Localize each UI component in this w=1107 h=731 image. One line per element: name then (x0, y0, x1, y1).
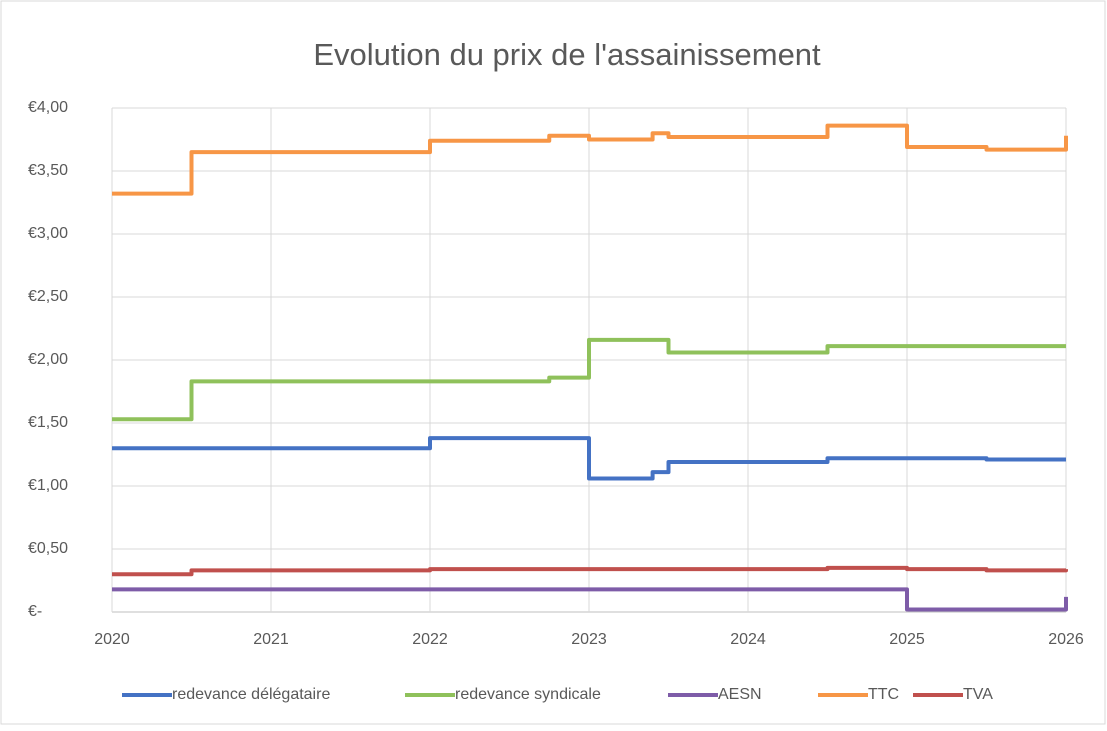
series-line (112, 587, 1068, 612)
legend-label: redevance syndicale (455, 686, 601, 703)
x-tick-label: 2024 (730, 631, 766, 648)
chart-title: Evolution du prix de l'assainissement (313, 37, 821, 72)
y-tick-label: €2,50 (28, 288, 68, 305)
y-tick-label: €1,50 (28, 414, 68, 431)
x-tick-label: 2023 (571, 631, 607, 648)
legend-label: TVA (963, 686, 993, 703)
x-tick-label: 2022 (412, 631, 448, 648)
y-tick-label: €0,50 (28, 540, 68, 557)
y-tick-label: €4,00 (28, 99, 68, 116)
legend-label: AESN (718, 686, 762, 703)
series-line (112, 565, 1068, 577)
y-tick-label: €2,00 (28, 351, 68, 368)
series-line (112, 337, 1066, 422)
legend-label: redevance délégataire (172, 686, 330, 703)
y-tick-label: €3,50 (28, 162, 68, 179)
series-line (112, 436, 1066, 481)
x-tick-label: 2025 (889, 631, 925, 648)
x-tick-label: 2020 (94, 631, 130, 648)
x-tick-label: 2021 (253, 631, 289, 648)
y-tick-label: €3,00 (28, 225, 68, 242)
x-tick-label: 2026 (1048, 631, 1084, 648)
series-line (112, 123, 1068, 196)
legend-label: TTC (868, 686, 899, 703)
y-tick-label: €- (28, 603, 42, 620)
y-tick-label: €1,00 (28, 477, 68, 494)
